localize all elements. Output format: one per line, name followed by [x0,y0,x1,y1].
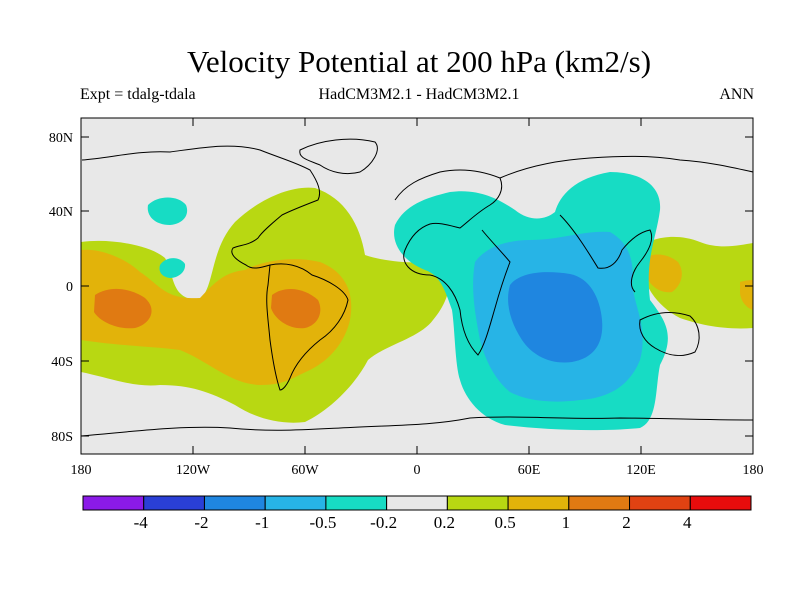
contour-negative-0.2-north-atlantic [147,197,188,225]
colorbar-swatch [507,495,570,511]
colorbar-label: 2 [622,513,631,532]
contour-positive-1 [94,288,152,329]
colorbar-label: 0.2 [434,513,455,532]
colorbar-swatch [568,495,631,511]
contour-fill-layer [81,172,753,431]
model-label: HadCM3M2.1 - HadCM3M2.1 [318,86,520,103]
lon-tick-120e: 120E [626,463,656,478]
coast-north-america [81,145,321,269]
contour-positive-0.5-west-pacific [645,254,682,293]
lat-tick-80s: 80S [51,430,73,445]
colorbar-label: 0.5 [494,513,515,532]
lon-tick-60e: 60E [518,463,541,478]
lon-tick-60w: 60W [291,463,319,478]
colorbar-swatch [386,495,448,511]
lon-tick-180e: 180 [743,463,764,478]
colorbar-label: -0.2 [370,513,397,532]
colorbar-label: 1 [562,513,571,532]
experiment-label: Expt = tdalg-tdala [80,86,196,103]
coast-greenland [299,138,378,175]
colorbar: -4 -2 -1 -0.5 -0.2 0.2 0.5 1 2 4 [82,495,752,532]
colorbar-label: 4 [683,513,692,532]
lon-tick-0: 0 [414,463,421,478]
coast-asia [499,155,753,293]
colorbar-label: -4 [134,513,149,532]
lat-tick-40s: 40S [51,355,73,370]
longitude-axis: 180 120W 60W 0 60E 120E 180 [71,118,764,478]
colorbar-label: -2 [194,513,208,532]
lon-tick-180w: 180 [71,463,92,478]
contour-negative-1 [508,272,603,363]
lat-tick-40n: 40N [49,205,73,220]
colorbar-label: -1 [255,513,269,532]
colorbar-swatch [446,495,509,511]
contour-negative-0.2-pacific [159,258,186,278]
contour-positive-0.5-east-edge [740,280,753,310]
coast-antarctica [81,416,753,437]
contour-positive-0.5 [81,249,352,385]
colorbar-swatch [629,495,691,511]
colorbar-swatch [203,495,266,511]
lat-tick-80n: 80N [49,131,73,146]
latitude-axis: 80N 40N 0 40S 80S [49,131,753,445]
season-label: ANN [719,86,754,103]
map-title: Velocity Potential at 200 hPa (km2/s) [186,44,652,79]
colorbar-swatch [689,495,752,511]
contour-positive-1-south-america [271,288,321,329]
colorbar-swatch [143,495,205,511]
coastlines [81,138,753,437]
colorbar-label: -0.5 [309,513,336,532]
colorbar-swatch [325,495,388,511]
lon-tick-120w: 120W [176,463,211,478]
coast-south-america [266,263,349,391]
coast-australia [639,312,700,356]
colorbar-swatch [82,495,145,511]
colorbar-swatch [264,495,327,511]
lat-tick-0: 0 [66,280,73,295]
